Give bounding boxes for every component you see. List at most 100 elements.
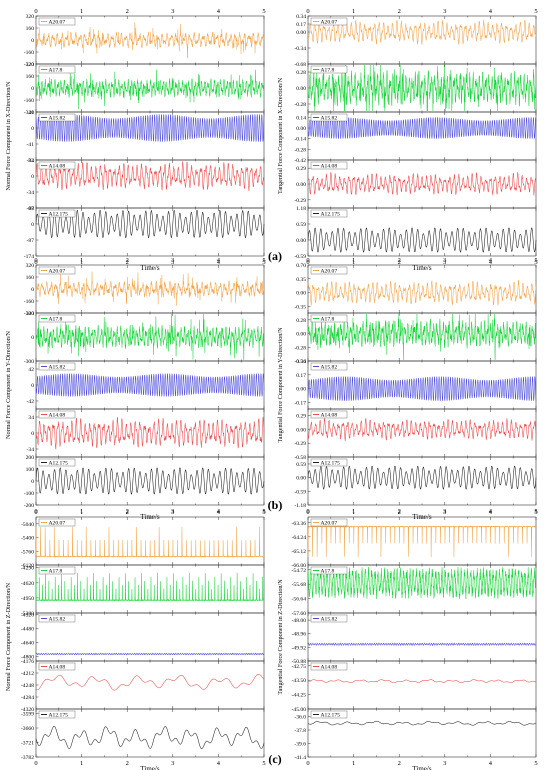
legend-A20.07: A20.07	[310, 518, 348, 527]
series-line-A12.175	[307, 465, 537, 490]
y-tick-label: -39.6	[294, 742, 306, 748]
y-tick-label: 0.00	[296, 182, 306, 188]
series-line-A20.07	[307, 19, 537, 45]
x-tick-label: 0	[306, 508, 309, 515]
legend-A20.07: A20.07	[38, 266, 76, 275]
legend-A17.8: A17.8	[38, 314, 76, 323]
x-tick-label-top: 3	[171, 257, 174, 264]
legend-A15.82: A15.82	[310, 113, 348, 122]
y-tick-label: -54.72	[292, 568, 307, 574]
y-tick-label: -0.28	[294, 147, 306, 153]
strip-A17.8: 320 160 0 -160 -320 A17.8	[24, 62, 265, 116]
y-tick-label: -65.12	[292, 549, 307, 555]
series-line-A14.08	[308, 679, 537, 684]
legend-A14.08: A14.08	[38, 410, 76, 419]
strip-A12.175: 1.18 0.59 0.00 -0.59 A12.175	[294, 206, 537, 260]
y-tick-label: -66.00	[292, 563, 307, 569]
series-line-A14.08	[307, 172, 537, 196]
y-axis-label: Tangential Force Component in Z-Directio…	[277, 579, 284, 695]
x-tick-label: 4	[217, 259, 221, 266]
strip-A12.175: -36.0 -37.8 -39.6 -41.4 A12.175	[294, 708, 537, 761]
y-tick-label: -56.64	[292, 597, 307, 603]
y-tick-label: -4320	[21, 613, 34, 619]
legend-box	[38, 113, 76, 122]
y-tick-label: 0.28	[296, 70, 306, 76]
legend-A15.82: A15.82	[310, 614, 348, 623]
y-tick-label: -0.28	[294, 345, 306, 351]
y-tick-label: 320	[26, 62, 35, 68]
legend-box	[310, 458, 348, 467]
legend-box	[38, 161, 76, 170]
strip-A15.82: 41 0 -41 -82 A15.82	[27, 110, 265, 164]
strip-A14.08: 34 0 -34 -68 A14.08	[27, 158, 265, 212]
legend-A14.08: A14.08	[310, 410, 348, 419]
y-tick-label: -1.18	[294, 503, 306, 509]
strip-A17.8: 0.28 0.00 -0.28 A17.8	[294, 63, 537, 113]
chart-c-tangential: Tangential Force Component in Z-Directio…	[277, 509, 538, 770]
x-tick-label-top: 0	[306, 257, 309, 264]
y-tick-label: 0	[31, 126, 34, 132]
legend-label: A20.07	[321, 20, 338, 26]
legend-label: A14.08	[49, 413, 66, 419]
x-tick-label-top: 2	[398, 257, 401, 264]
y-tick-label: 300	[26, 311, 35, 317]
y-tick-label: -160	[24, 299, 34, 305]
y-tick-label: -4950	[21, 596, 34, 602]
x-axis-label: Time/s	[140, 765, 159, 770]
y-tick-label: -0.34	[294, 46, 306, 52]
legend-box	[310, 17, 348, 26]
y-tick-label: -6120	[21, 563, 34, 569]
y-tick-label: -4212	[21, 671, 34, 677]
x-tick-label-top: 5	[534, 509, 537, 516]
y-tick-label: -4176	[21, 659, 34, 665]
strip-A20.07: 320 160 0 -160 -320 A20.07	[24, 263, 265, 317]
strip-A15.82: 0.14 0.00 -0.14 -0.28 -0.42 A15.82	[294, 111, 537, 164]
legend-label: A20.07	[321, 521, 338, 527]
y-tick-label: -49.92	[292, 645, 307, 651]
legend-A14.08: A14.08	[38, 161, 76, 170]
x-tick-label-top: 4	[489, 257, 493, 264]
legend-label: A12.175	[321, 713, 341, 719]
y-tick-label: -320	[24, 311, 34, 317]
series-line-A15.82	[307, 117, 537, 139]
series-line-A14.08	[307, 417, 537, 441]
legend-A14.08: A14.08	[38, 662, 76, 671]
y-tick-label: 160	[26, 74, 35, 80]
y-tick-label: -4620	[21, 581, 34, 587]
x-tick-label-top: 2	[126, 509, 129, 516]
legend-box	[38, 710, 76, 719]
y-tick-label: -100	[24, 491, 34, 497]
x-axis-label: Time/s	[412, 765, 431, 770]
strip-A15.82: 42 0 -42 A15.82	[27, 360, 265, 410]
series-line-A14.08	[35, 416, 265, 450]
legend-A20.07: A20.07	[38, 518, 76, 527]
x-tick-label: 1	[352, 508, 355, 515]
legend-A12.175: A12.175	[310, 458, 348, 467]
y-tick-label: -320	[24, 110, 34, 116]
series-line-A20.07	[35, 271, 265, 306]
y-tick-label: -82	[27, 158, 35, 164]
legend-box	[310, 566, 348, 575]
x-tick-label: 4	[217, 508, 221, 515]
y-tick-label: -5040	[21, 522, 34, 528]
legend-box	[38, 458, 76, 467]
legend-A20.07: A20.07	[310, 266, 348, 275]
x-tick-label-top: 0	[306, 509, 309, 516]
series-line-A17.8	[35, 69, 265, 110]
x-tick-label: 4	[489, 760, 493, 767]
strip-A14.08: 0.29 0.00 -0.29 A14.08	[294, 159, 537, 209]
x-tick-label-top: 2	[398, 509, 401, 516]
strip-A14.08: 34 0 -34 A14.08	[27, 408, 265, 458]
y-tick-label: 160	[26, 275, 35, 281]
legend-box	[310, 662, 348, 671]
strip-A12.175: 0.59 0.00 -0.59 -1.18 A12.175	[294, 456, 537, 509]
legend-label: A20.07	[49, 269, 66, 275]
x-tick-label-top: 0	[34, 8, 37, 15]
y-tick-label: 0	[31, 335, 34, 341]
y-tick-label: -0.28	[294, 102, 306, 108]
legend-label: A14.08	[321, 665, 338, 671]
x-tick-label: 2	[126, 259, 129, 266]
legend-box	[310, 518, 348, 527]
y-tick-label: -87	[27, 238, 35, 244]
x-tick-label: 0	[306, 259, 309, 266]
